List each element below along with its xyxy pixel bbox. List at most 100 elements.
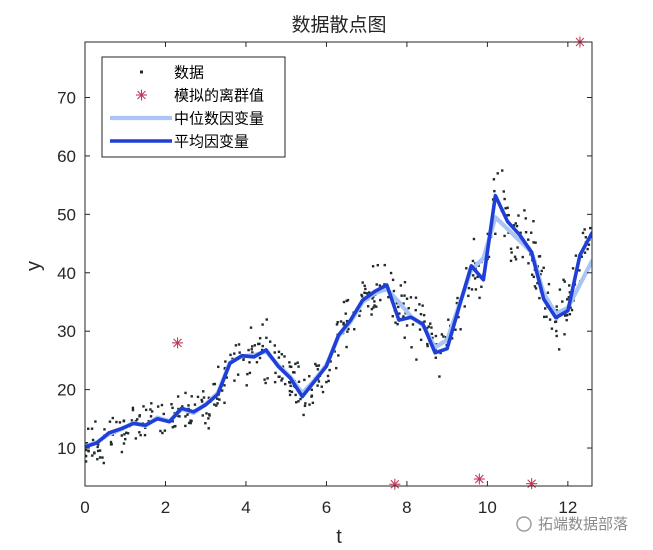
x-tick-label: 0 (80, 498, 89, 517)
data-point (493, 189, 496, 193)
data-point (346, 330, 349, 333)
data-point (545, 315, 548, 318)
data-point (150, 402, 153, 405)
legend-star-marker (136, 89, 147, 101)
data-point (503, 197, 506, 201)
data-point (205, 412, 208, 415)
data-point (507, 213, 510, 217)
data-point (521, 255, 524, 259)
data-point (584, 236, 588, 239)
data-point (501, 169, 504, 172)
data-point (216, 402, 219, 405)
data-point (365, 292, 368, 295)
data-point (233, 352, 236, 355)
data-point (570, 308, 574, 312)
data-point (201, 414, 204, 417)
data-point (308, 403, 311, 406)
data-point (373, 300, 376, 303)
data-point (476, 275, 479, 279)
data-point (223, 384, 226, 387)
data-point (231, 357, 234, 361)
data-point (317, 380, 321, 383)
data-point (547, 282, 551, 286)
data-point (138, 415, 141, 418)
data-point (512, 224, 516, 227)
data-point (101, 456, 104, 459)
legend-label: 模拟的离群值 (174, 87, 264, 105)
data-point (208, 413, 211, 416)
data-point (359, 309, 362, 313)
data-point (171, 406, 174, 410)
data-point (372, 295, 375, 299)
data-point (184, 424, 187, 428)
data-point (196, 395, 200, 399)
data-point (438, 375, 441, 378)
x-axis: 0 2 4 6 8 10 12 (80, 42, 577, 517)
data-point (134, 437, 138, 440)
data-point (108, 420, 112, 423)
data-point (477, 264, 480, 267)
data-point (414, 308, 417, 312)
data-point (400, 294, 403, 297)
data-point (563, 280, 566, 283)
data-point (304, 402, 307, 405)
data-point (557, 348, 561, 351)
data-point (345, 345, 348, 349)
data-point (103, 428, 106, 431)
data-point (229, 353, 232, 357)
data-point (184, 415, 187, 418)
data-point (467, 286, 471, 290)
data-point (163, 429, 167, 432)
data-point (149, 415, 153, 418)
data-point (426, 326, 429, 330)
data-point (336, 321, 339, 324)
data-point (280, 353, 284, 356)
data-point (427, 325, 430, 328)
data-point (339, 320, 343, 323)
data-point (470, 288, 474, 291)
data-point (422, 313, 426, 317)
data-point (554, 320, 558, 323)
data-point (290, 390, 294, 394)
data-point (249, 326, 253, 329)
data-point (569, 306, 572, 309)
data-point (303, 404, 307, 408)
data-point (202, 396, 206, 399)
data-point (467, 294, 470, 298)
data-point (419, 338, 423, 342)
data-point (473, 277, 477, 280)
data-point (405, 297, 409, 300)
data-point (258, 356, 262, 360)
data-point (176, 414, 180, 418)
data-point (143, 433, 147, 437)
y-tick-label: 30 (57, 322, 76, 341)
data-point (509, 247, 513, 251)
data-point (387, 295, 390, 299)
data-point (261, 323, 264, 326)
data-point (288, 361, 291, 364)
data-point (134, 419, 138, 423)
data-point (360, 293, 363, 297)
data-point (555, 329, 558, 333)
data-point (268, 340, 272, 343)
data-point (315, 364, 318, 368)
data-point (414, 296, 418, 299)
data-point (189, 419, 192, 422)
data-point (261, 344, 264, 348)
data-point (550, 327, 554, 330)
data-point (159, 429, 162, 433)
y-tick-label: 10 (57, 439, 76, 458)
data-point (571, 267, 575, 270)
data-point (426, 344, 429, 348)
data-point (505, 214, 509, 217)
data-point (139, 433, 142, 437)
data-point (187, 421, 191, 425)
data-point (566, 298, 569, 301)
data-point (394, 321, 397, 324)
data-point (548, 318, 552, 321)
data-point (288, 365, 292, 368)
data-point (115, 420, 118, 424)
data-point (527, 238, 530, 241)
data-point (93, 452, 96, 455)
